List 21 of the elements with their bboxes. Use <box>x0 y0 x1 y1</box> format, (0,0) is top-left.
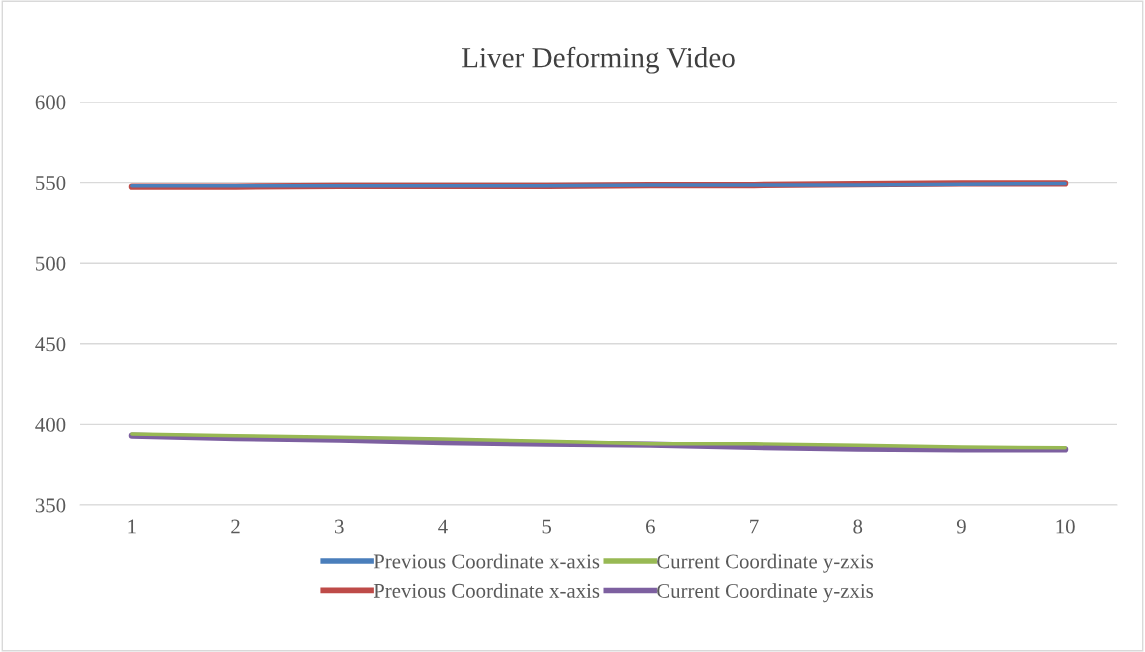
y-tick-label: 600 <box>35 95 66 110</box>
y-tick-label: 550 <box>36 175 66 191</box>
x-tick-label: 9 <box>956 519 966 534</box>
x-tick-label: 2 <box>231 519 240 534</box>
x-tick-label: 1 <box>128 519 136 534</box>
x-tick-label: 8 <box>853 519 863 534</box>
x-tick-label: 7 <box>750 519 759 534</box>
legend-label: Current Coordinate y-zxis <box>657 583 874 603</box>
y-tick-label: 500 <box>36 256 66 271</box>
x-tick-label: 3 <box>335 519 344 534</box>
legend-label: Current Coordinate y-zxis <box>657 553 874 573</box>
x-tick-label: 4 <box>438 519 448 534</box>
x-tick-label: 6 <box>646 519 655 534</box>
legend-label: Previous Coordinate x-axis <box>373 583 600 598</box>
legend-label: Previous Coordinate x-axis <box>373 553 600 569</box>
y-tick-label: 450 <box>35 337 66 352</box>
chart-title: Liver Deforming Video <box>461 46 735 74</box>
y-tick-label: 350 <box>35 498 66 513</box>
x-tick-label: 5 <box>542 519 552 534</box>
x-tick-label: 10 <box>1056 519 1075 534</box>
y-tick-label: 400 <box>35 417 66 432</box>
